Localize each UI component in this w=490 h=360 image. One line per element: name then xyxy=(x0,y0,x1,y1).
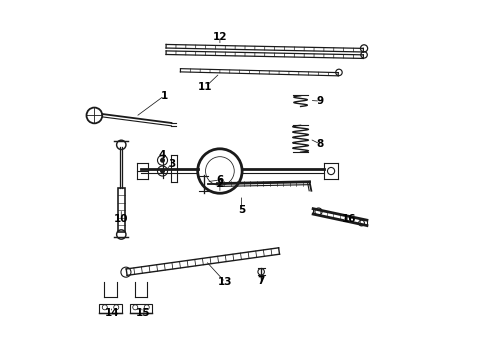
Text: 5: 5 xyxy=(238,206,245,216)
Text: 3: 3 xyxy=(168,159,175,169)
Text: 13: 13 xyxy=(218,277,233,287)
Circle shape xyxy=(161,158,164,162)
Text: 7: 7 xyxy=(257,276,265,286)
Text: 16: 16 xyxy=(342,215,356,224)
Text: 11: 11 xyxy=(198,82,213,92)
Text: 10: 10 xyxy=(114,215,128,224)
Text: 14: 14 xyxy=(105,308,120,318)
Text: 8: 8 xyxy=(317,139,324,149)
Circle shape xyxy=(161,169,164,173)
Text: 6: 6 xyxy=(216,175,223,185)
Text: 15: 15 xyxy=(136,308,150,318)
Text: 1: 1 xyxy=(161,91,168,101)
Text: 12: 12 xyxy=(213,32,227,41)
Text: 2: 2 xyxy=(216,179,223,189)
Text: 4: 4 xyxy=(158,150,166,160)
Text: 9: 9 xyxy=(317,96,324,106)
Bar xyxy=(118,188,124,232)
